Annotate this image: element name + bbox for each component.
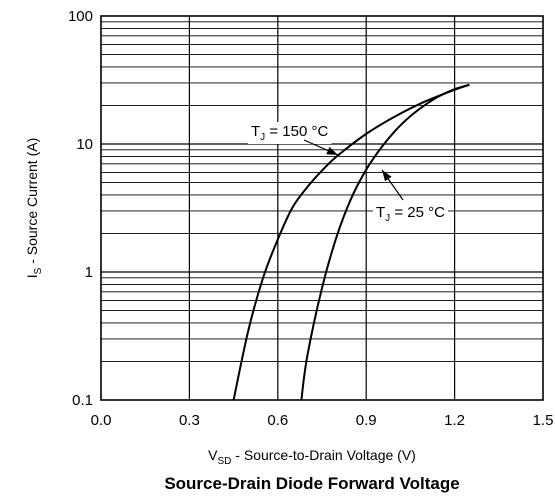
x-axis-label: VSD - Source-to-Drain Voltage (V) bbox=[208, 447, 416, 467]
x-tick-label: 0.6 bbox=[267, 412, 288, 429]
annotation-150c-arrowhead bbox=[326, 146, 338, 155]
annotation-25c-main: T bbox=[376, 204, 385, 221]
tick-labels: 0.0 0.3 0.6 0.9 1.2 1.5 0.1 1 10 100 bbox=[68, 8, 553, 429]
x-axis-label-rest: - Source-to-Drain Voltage (V) bbox=[231, 447, 415, 463]
x-axis-label-sub: SD bbox=[218, 456, 232, 467]
y-axis-label-main: I bbox=[24, 274, 40, 278]
y-tick-label: 10 bbox=[76, 136, 93, 153]
annotation-25c-background bbox=[373, 203, 449, 225]
series-line-0 bbox=[232, 83, 470, 401]
y-axis-label: IS - Source Current (A) bbox=[24, 138, 44, 279]
chart-title: Source-Drain Diode Forward Voltage bbox=[164, 474, 459, 493]
annotation-25c-rest: = 25 °C bbox=[390, 204, 445, 221]
annotation-150c-sub: J bbox=[260, 132, 265, 143]
y-tick-label: 1 bbox=[85, 264, 93, 281]
annotation-150c-background bbox=[248, 122, 332, 144]
annotation-25c-sub: J bbox=[385, 213, 390, 224]
annotation-25c: TJ = 25 °C bbox=[376, 204, 445, 224]
x-tick-label: 0.3 bbox=[179, 412, 200, 429]
series-group bbox=[232, 83, 470, 401]
y-tick-label: 100 bbox=[68, 8, 93, 25]
x-axis-label-main: V bbox=[208, 447, 218, 463]
grid bbox=[101, 16, 543, 400]
annotation-150c: TJ = 150 °C bbox=[251, 123, 328, 143]
plot-frame bbox=[100, 15, 544, 401]
y-axis-label-sub: S bbox=[33, 267, 44, 274]
x-tick-label: 0.0 bbox=[91, 412, 112, 429]
y-tick-label: 0.1 bbox=[72, 392, 93, 409]
annotations: TJ = 150 °C TJ = 25 °C bbox=[248, 122, 449, 225]
annotation-25c-arrowhead bbox=[382, 170, 392, 182]
x-tick-label: 1.5 bbox=[533, 412, 554, 429]
series-line-1 bbox=[300, 83, 470, 401]
x-tick-label: 0.9 bbox=[356, 412, 377, 429]
x-tick-label: 1.2 bbox=[444, 412, 465, 429]
annotation-150c-main: T bbox=[251, 123, 260, 140]
y-axis-label-rest: - Source Current (A) bbox=[24, 138, 40, 268]
annotation-150c-rest: = 150 °C bbox=[265, 123, 328, 140]
